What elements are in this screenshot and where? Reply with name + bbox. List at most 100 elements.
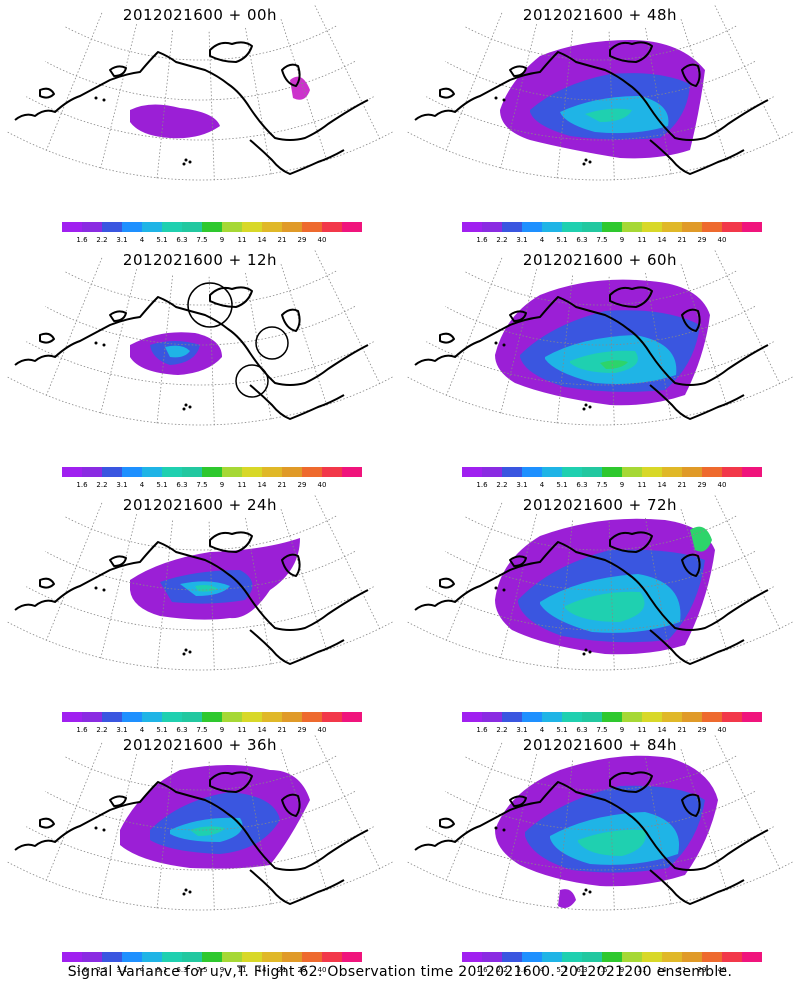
colorbar-swatch: [682, 952, 702, 962]
colorbar-swatch: [142, 952, 162, 962]
island: [588, 405, 592, 409]
panel-title: 2012021600 + 48h: [522, 6, 678, 24]
colorbar-tick-label: 4: [539, 481, 545, 489]
colorbar-swatch: [682, 467, 702, 477]
longitude-line: [156, 520, 173, 670]
coastline: [109, 795, 127, 807]
colorbar-tick-label: 11: [637, 481, 647, 489]
colorbar-swatch: [262, 712, 282, 722]
colorbar-swatch: [742, 712, 762, 722]
colorbar: [462, 467, 762, 477]
coastline: [249, 629, 345, 665]
longitude-line: [556, 520, 573, 670]
colorbar-tick-label: 14: [257, 236, 267, 244]
colorbar-swatch: [82, 952, 102, 962]
longitude-line: [556, 760, 573, 910]
latitude-line: [26, 826, 374, 871]
colorbar-swatch: [142, 712, 162, 722]
island: [94, 586, 98, 590]
coastline: [649, 384, 745, 420]
island: [182, 407, 186, 411]
colorbar-swatch: [162, 712, 182, 722]
colorbar-swatch: [702, 222, 722, 232]
colorbar-swatch: [542, 712, 562, 722]
colorbar-tick-label: 2.2: [96, 966, 108, 974]
forecast-panel: 2012021600 + 48h 1.6 2.2 3.1 4 5.1 6.3 7.5 9 11 14…: [400, 0, 800, 244]
colorbar-tick-label: 6.3: [576, 481, 588, 489]
island: [494, 826, 498, 830]
island: [102, 828, 106, 832]
colorbar-labels: 1.6 2.2 3.1 4 5.1 6.3 7.5 9 11 14 21 29 40: [62, 481, 362, 491]
coastline: [439, 87, 455, 99]
colorbar-tick-label: 11: [637, 966, 647, 974]
coastline: [281, 793, 301, 817]
latitude-line: [426, 341, 774, 386]
variance-contour: [190, 826, 225, 836]
colorbar-tick-label: 6.3: [176, 236, 188, 244]
colorbar-tick-label: 21: [277, 236, 287, 244]
longitude-line: [280, 264, 328, 407]
panel-title: 2012021600 + 84h: [522, 736, 678, 754]
coastline: [649, 139, 745, 175]
longitude-line: [314, 735, 381, 871]
variance-contour: [165, 345, 190, 358]
colorbar-swatch: [622, 712, 642, 722]
latitude-line: [63, 25, 337, 61]
longitude-line: [680, 749, 728, 892]
panel-title: 2012021600 + 36h: [122, 736, 278, 754]
colorbar-tick-label: 4: [139, 236, 145, 244]
colorbar-swatch: [602, 222, 622, 232]
coastline: [14, 541, 369, 631]
coastline: [509, 555, 527, 567]
longitude-line: [714, 250, 781, 386]
map-projection: [7, 5, 393, 182]
coastline: [39, 332, 55, 344]
colorbar-tick-label: 21: [677, 481, 687, 489]
colorbar-tick-label: 21: [677, 236, 687, 244]
latitude-line: [63, 270, 337, 306]
colorbar-tick-label: 40: [717, 481, 727, 489]
island: [584, 648, 588, 652]
colorbar-tick-label: 40: [717, 726, 727, 734]
colorbar-tick-label: 40: [317, 966, 327, 974]
longitude-line: [99, 24, 137, 170]
longitude-line: [45, 257, 103, 398]
island: [584, 158, 588, 162]
latitude-line: [26, 96, 374, 141]
colorbar-tick-label: 14: [657, 966, 667, 974]
coastline: [281, 553, 301, 577]
colorbar-swatch: [222, 222, 242, 232]
coastline: [609, 286, 653, 308]
colorbar-swatch: [502, 222, 522, 232]
colorbar: [62, 712, 362, 722]
colorbar-tick-label: 29: [297, 966, 307, 974]
colorbar-tick-label: 3.1: [116, 966, 128, 974]
coastline: [681, 63, 701, 87]
colorbar-tick-label: 3.1: [516, 966, 528, 974]
colorbar-swatch: [102, 712, 122, 722]
latitude-line: [463, 515, 737, 551]
island: [184, 648, 188, 652]
colorbar-tick-label: 3.1: [116, 236, 128, 244]
colorbar-swatch: [342, 222, 362, 232]
latitude-line: [26, 586, 374, 631]
colorbar-swatch: [302, 467, 322, 477]
colorbar-tick-label: 11: [237, 236, 247, 244]
island: [188, 650, 192, 654]
colorbar-tick-label: 14: [657, 726, 667, 734]
colorbar-swatch: [162, 222, 182, 232]
colorbar-swatch: [202, 952, 222, 962]
latitude-line: [44, 61, 356, 101]
colorbar-swatch: [482, 952, 502, 962]
colorbar-swatch: [682, 222, 702, 232]
colorbar-tick-label: 6.3: [576, 236, 588, 244]
colorbar-swatch: [302, 712, 322, 722]
colorbar-tick-label: 29: [697, 966, 707, 974]
forecast-panel: 2012021600 + 84h 1.6 2.2 3.1 4 5.1 6.3 7.5 9 11 14…: [400, 730, 800, 974]
colorbar-swatch: [542, 952, 562, 962]
island: [182, 162, 186, 166]
colorbar-swatch: [242, 712, 262, 722]
latitude-line: [44, 551, 356, 591]
colorbar-swatch: [342, 712, 362, 722]
colorbar-swatch: [62, 222, 82, 232]
